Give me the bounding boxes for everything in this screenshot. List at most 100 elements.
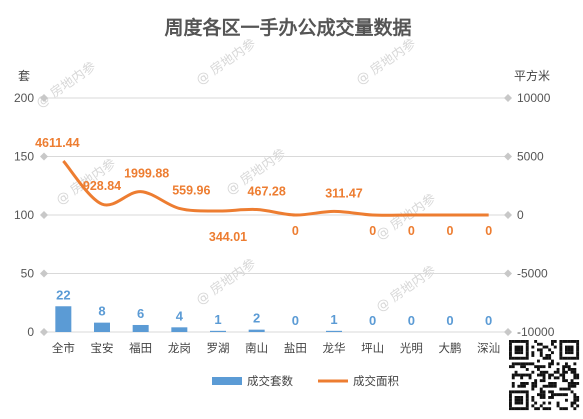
bar-value-label: 0 [446, 313, 453, 328]
line-value-label: 0 [408, 224, 415, 238]
qr-module [548, 362, 552, 366]
qr-module [553, 340, 557, 343]
qr-module [570, 382, 574, 385]
qr-module [570, 401, 574, 405]
qr-module [565, 393, 568, 397]
qr-module [539, 379, 543, 383]
qr-module [509, 393, 512, 397]
right-tick-label: 10000 [517, 91, 551, 105]
qr-module [520, 373, 524, 377]
qr-module [509, 356, 512, 360]
qr-module [548, 365, 552, 369]
grid-marker [40, 328, 48, 336]
qr-module [565, 348, 568, 352]
qr-module [509, 365, 512, 369]
qr-module [551, 342, 554, 346]
bar-value-label: 0 [485, 313, 492, 328]
qr-module [517, 348, 521, 352]
qr-module [537, 359, 540, 363]
bar-value-label: 0 [292, 313, 299, 328]
qr-module [525, 390, 529, 394]
qr-module [534, 382, 538, 385]
line-value-label: 0 [485, 224, 492, 238]
qr-module [531, 351, 535, 355]
qr-module [556, 376, 560, 380]
bar [248, 329, 265, 332]
qr-module [520, 407, 524, 411]
qr-module [534, 407, 538, 411]
qr-module [537, 368, 540, 371]
qr-module [520, 348, 524, 352]
qr-module [531, 362, 535, 366]
grid-marker [504, 152, 512, 161]
category-label: 宝安 [91, 341, 114, 355]
category-label: 全市 [52, 341, 75, 355]
qr-module [514, 398, 518, 402]
qr-module [520, 365, 524, 369]
qr-module [573, 401, 577, 405]
qr-module [562, 340, 566, 343]
qr-module [514, 390, 518, 394]
qr-module [559, 407, 563, 411]
qr-module [576, 373, 580, 377]
grid-marker [40, 152, 48, 161]
qr-module [567, 340, 571, 343]
qr-module [556, 370, 560, 374]
qr-module [556, 362, 560, 366]
qr-module [573, 407, 577, 411]
qr-module [551, 340, 554, 343]
bar-data-labels: 22 8 6 4 1 2 0 1 0 0 0 0 [56, 287, 492, 328]
legend-bar-label: 成交套数 [247, 374, 293, 388]
qr-module [520, 384, 524, 388]
bar [94, 322, 110, 332]
grid-marker [40, 211, 48, 219]
grid-marker [504, 94, 512, 102]
qr-module [567, 387, 571, 391]
qr-module [542, 393, 546, 397]
qr-module [509, 404, 512, 408]
qr-module [511, 365, 515, 369]
qr-module [523, 340, 526, 343]
qr-module [548, 396, 552, 399]
line-value-label: 0 [447, 224, 454, 238]
qr-module [576, 348, 580, 352]
qr-module [548, 407, 552, 411]
qr-module [525, 340, 529, 343]
qr-module [545, 356, 549, 360]
qr-module [534, 340, 538, 343]
qr-module [570, 351, 574, 355]
qr-module [517, 384, 521, 388]
qr-module [528, 373, 532, 377]
qr-module [570, 345, 574, 349]
bar-value-label: 0 [408, 313, 415, 328]
qr-module [545, 370, 549, 374]
qr-module [520, 351, 524, 355]
qr-module [537, 348, 540, 352]
qr-module [548, 390, 552, 394]
qr-module [573, 384, 577, 388]
right-tick-label: 0 [517, 208, 524, 222]
qr-module [556, 404, 560, 408]
bar-value-label: 4 [176, 308, 184, 323]
qr-module [562, 368, 566, 371]
category-label: 福田 [129, 341, 152, 355]
qr-module [517, 340, 521, 343]
qr-module [509, 342, 512, 346]
qr-module [567, 384, 571, 388]
qr-module [565, 387, 568, 391]
qr-module [551, 393, 554, 397]
qr-module [511, 373, 515, 377]
qr-module [542, 376, 546, 380]
qr-module [525, 407, 529, 411]
watermark-text: @ 房地内参 [373, 263, 439, 316]
qr-module [542, 384, 546, 388]
qr-module [537, 342, 540, 346]
qr-module [553, 384, 557, 388]
qr-module [573, 376, 577, 380]
qr-module [523, 407, 526, 411]
qr-module [548, 384, 552, 388]
right-tick-label: -10000 [517, 325, 555, 339]
qr-module [562, 379, 566, 383]
qr-module [525, 368, 529, 371]
